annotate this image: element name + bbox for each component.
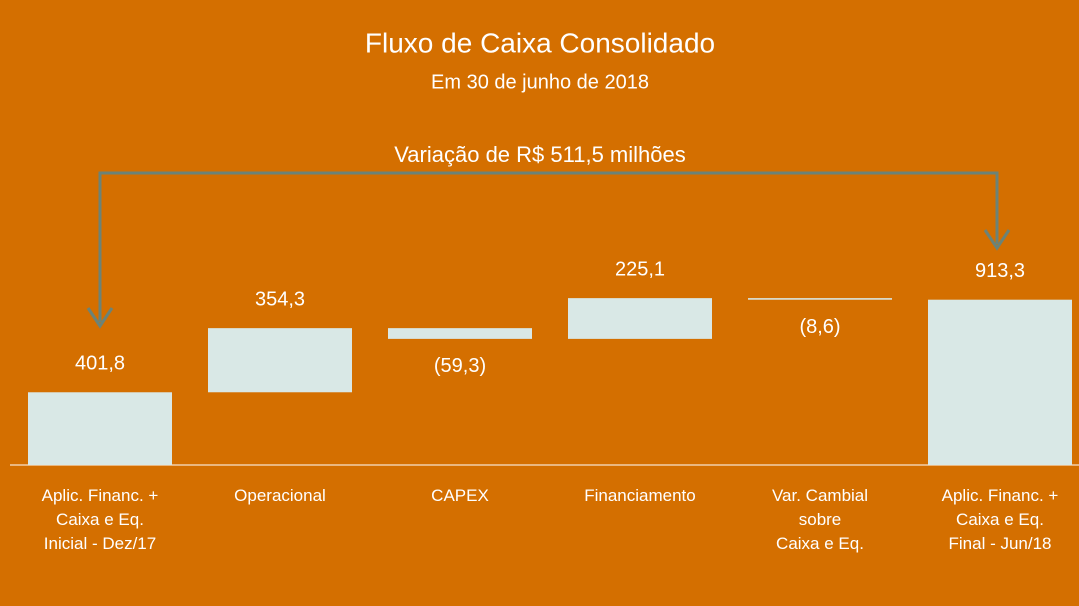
bar — [208, 328, 352, 393]
x-tick-label: CAPEX — [431, 486, 489, 505]
x-tick-label: Financiamento — [584, 486, 696, 505]
bar — [928, 299, 1072, 465]
value-label: (59,3) — [434, 355, 486, 377]
x-tick-label: Var. Cambial sobre Caixa e Eq. — [771, 486, 869, 553]
x-tick-label: Operacional — [234, 486, 326, 505]
arrow-head — [983, 229, 1011, 251]
arrow-head — [86, 307, 114, 329]
variation-arrow — [98, 171, 999, 322]
chart-subtitle: Em 30 de junho de 2018 — [431, 71, 649, 93]
bar — [28, 392, 172, 465]
bar — [568, 298, 712, 339]
bar — [388, 328, 532, 339]
value-label: 225,1 — [615, 258, 665, 280]
value-label: (8,6) — [799, 316, 840, 338]
annotation: Variação de R$ 511,5 milhões — [394, 142, 685, 167]
chart-title: Fluxo de Caixa Consolidado — [365, 27, 715, 58]
x-tick-label: Aplic. Financ. + Caixa e Eq. Final - Jun… — [941, 486, 1059, 553]
value-label: 354,3 — [255, 288, 305, 310]
bar — [748, 298, 892, 300]
x-tick-label: Aplic. Financ. + Caixa e Eq. Inicial - D… — [41, 486, 159, 553]
value-label: 401,8 — [75, 353, 125, 375]
value-label: 913,3 — [975, 260, 1025, 282]
